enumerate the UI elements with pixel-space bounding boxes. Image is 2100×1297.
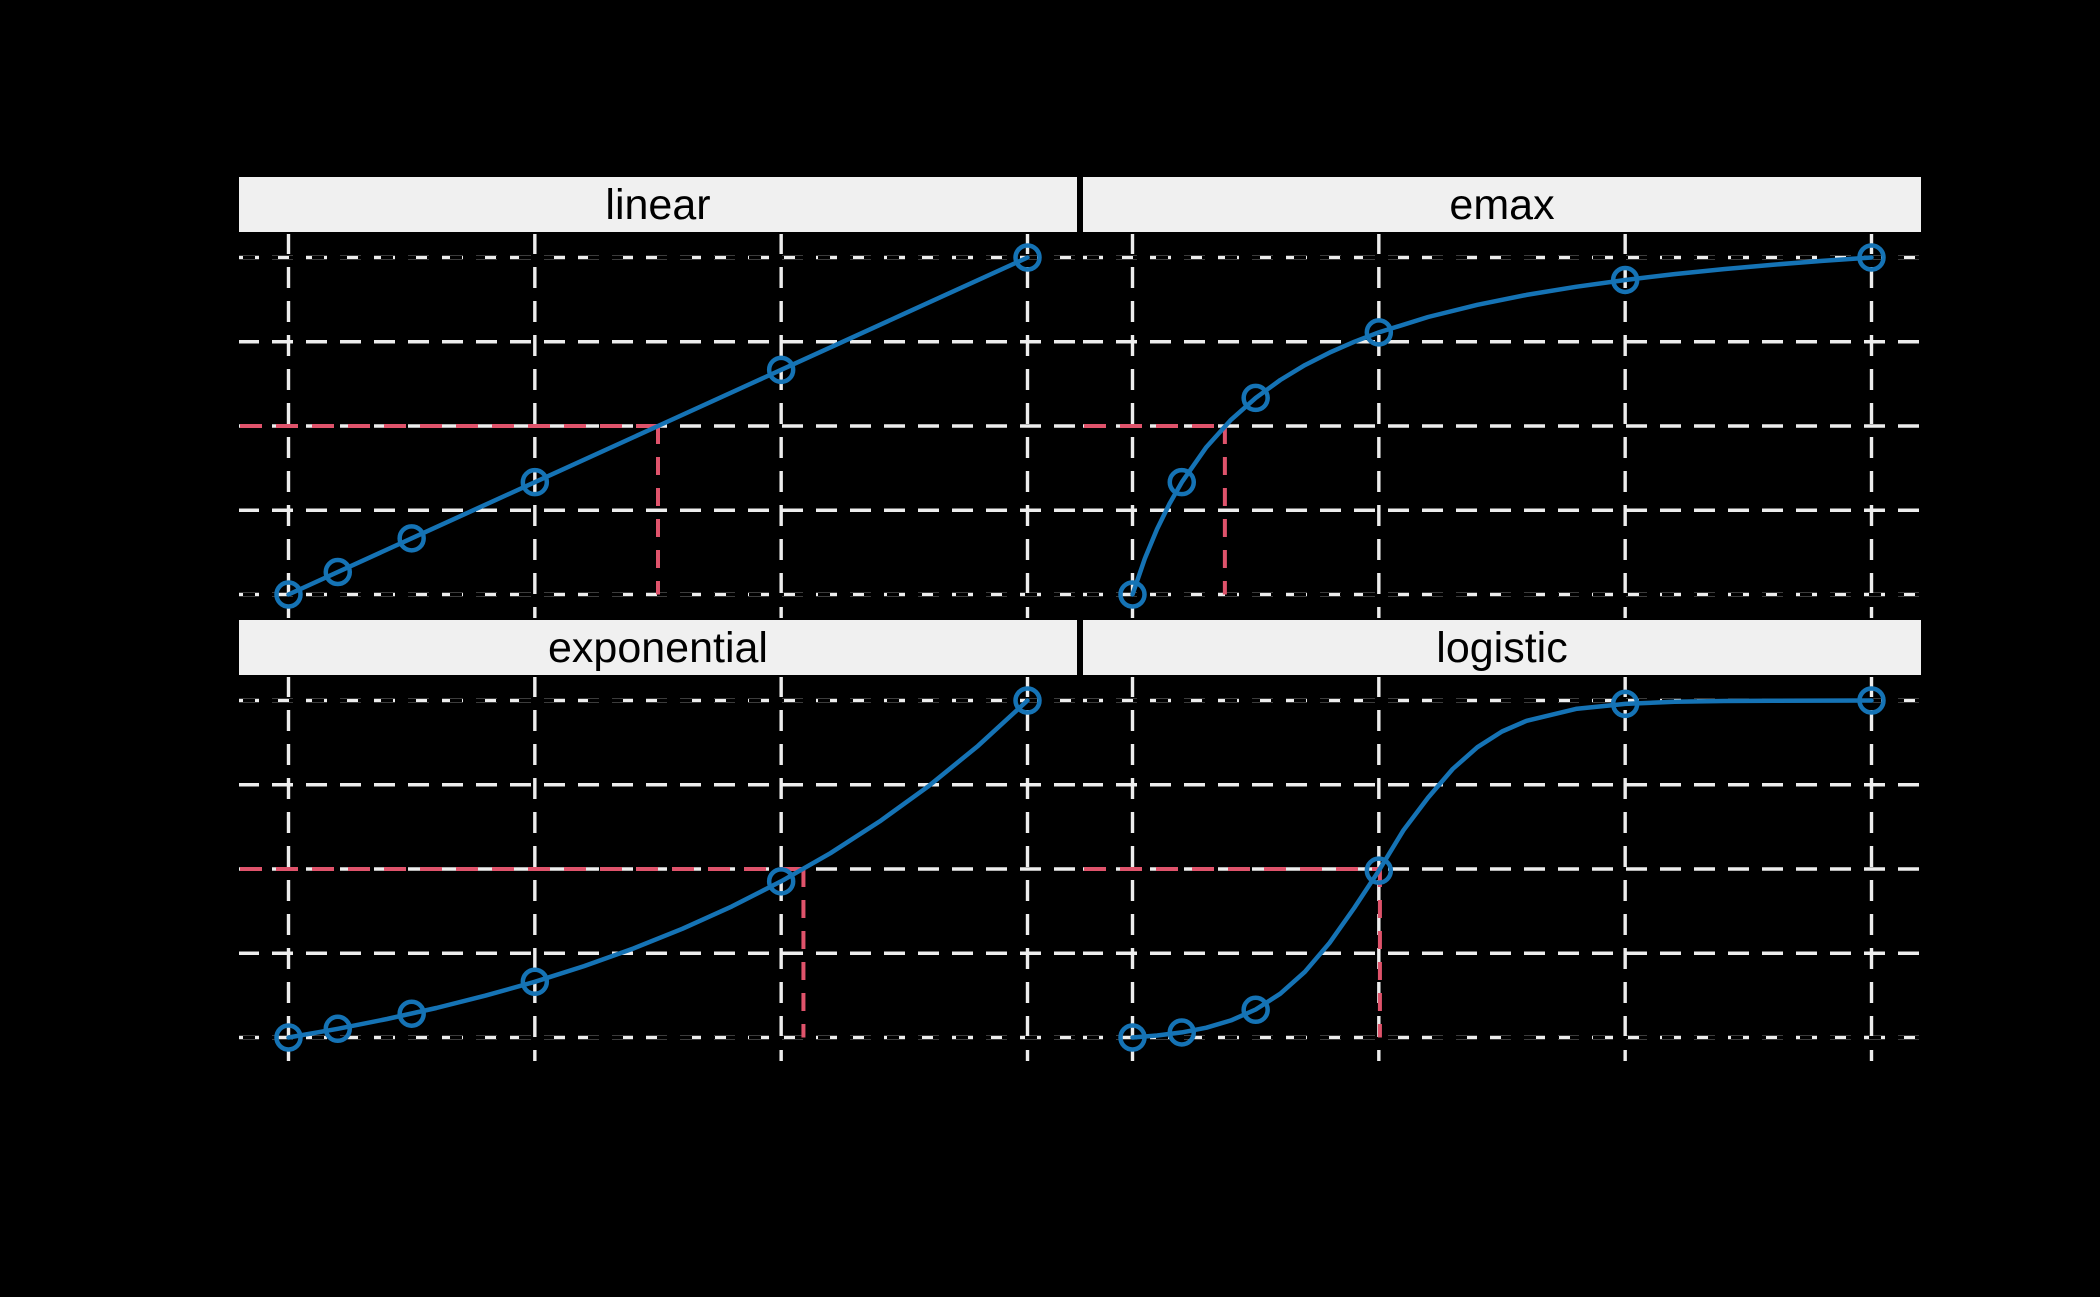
strip-emax-bg [1081, 175, 1923, 234]
data-point-emax-dose-10 [1167, 467, 1197, 497]
panel-exponential [237, 675, 1079, 1063]
data-point-logistic-dose-25 [1241, 995, 1270, 1025]
panel-border-logistic [1081, 675, 1923, 1063]
curve-logistic [1130, 698, 1874, 1040]
panel-emax [1081, 232, 1923, 620]
strip-row-bottom: exponential logistic [237, 618, 1923, 677]
strip-emax: emax [1081, 175, 1923, 234]
data-point-exponential-dose-50 [520, 967, 550, 997]
strip-row-top: linear emax [237, 175, 1923, 234]
data-point-emax-dose-50 [1364, 318, 1394, 347]
data-point-exponential-dose-0 [274, 1023, 303, 1052]
panel-border-linear [237, 232, 1079, 620]
data-point-logistic-dose-100 [1610, 689, 1640, 719]
data-point-emax-dose-100 [1610, 265, 1640, 295]
data-point-linear-dose-100 [766, 355, 796, 385]
strip-emax-label: emax [1449, 181, 1555, 229]
curve-exponential [286, 698, 1030, 1040]
data-point-logistic-dose-0 [1118, 1023, 1147, 1052]
data-point-exponential-dose-10 [323, 1014, 353, 1044]
data-point-logistic-dose-10 [1167, 1018, 1197, 1047]
data-point-exponential-dose-150 [1013, 686, 1042, 715]
curve-linear [286, 255, 1030, 597]
panel-logistic [1081, 675, 1923, 1063]
strip-exponential-label: exponential [548, 624, 768, 672]
panel-border-emax [1081, 232, 1923, 620]
panel-linear [237, 232, 1079, 620]
data-point-exponential-dose-25 [397, 999, 426, 1028]
strip-logistic: logistic [1081, 618, 1923, 677]
data-point-linear-dose-0 [274, 580, 303, 609]
data-point-linear-dose-150 [1013, 243, 1042, 272]
data-point-emax-dose-25 [1241, 383, 1270, 413]
data-point-emax-dose-0 [1118, 580, 1147, 609]
data-point-linear-dose-50 [520, 467, 550, 497]
curve-emax [1130, 255, 1874, 597]
data-point-emax-dose-150 [1857, 243, 1886, 272]
data-point-logistic-dose-150 [1857, 686, 1886, 715]
data-point-exponential-dose-100 [766, 867, 796, 896]
strip-logistic-label: logistic [1436, 624, 1567, 672]
data-point-linear-dose-10 [323, 557, 353, 587]
strip-exponential: exponential [237, 618, 1079, 677]
strip-linear: linear [237, 175, 1079, 234]
data-point-logistic-dose-50 [1364, 856, 1394, 885]
data-point-linear-dose-25 [397, 524, 426, 553]
strip-linear-label: linear [605, 181, 710, 229]
strip-linear-bg [237, 175, 1079, 234]
panel-border-exponential [237, 675, 1079, 1063]
strip-logistic-bg [1081, 618, 1923, 677]
